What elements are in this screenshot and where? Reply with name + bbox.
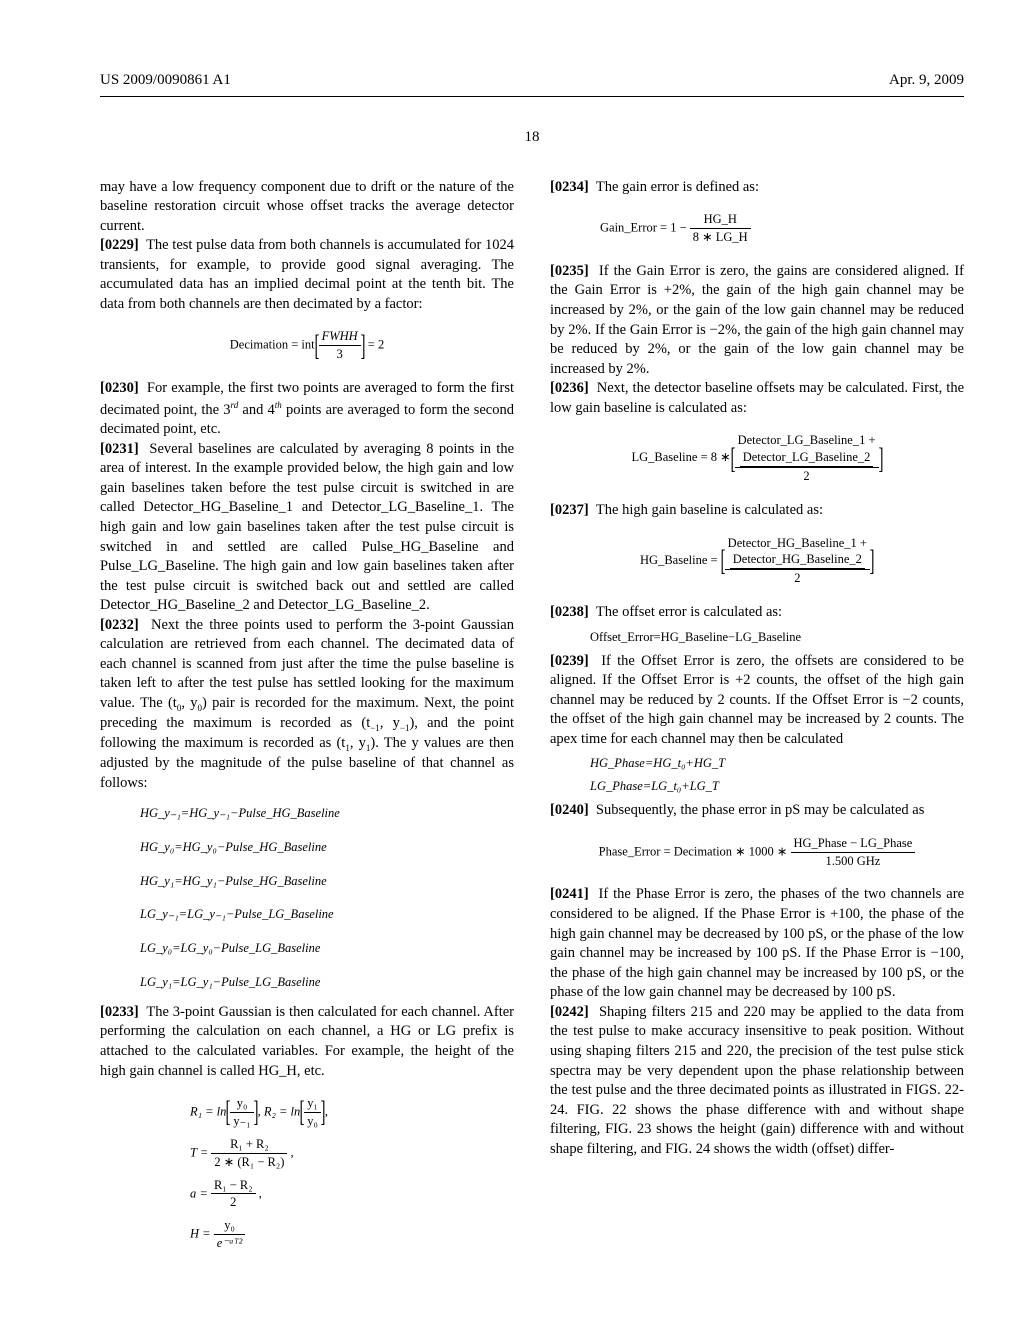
eq-gain: Gain_Error = 1 − HG_H8 ∗ LG_H [550, 211, 964, 246]
para-0229: [0229] The test pulse data from both cha… [100, 236, 514, 314]
page-header: US 2009/0090861 A1 Apr. 9, 2009 [100, 70, 964, 97]
para-0240: [0240] Subsequently, the phase error in … [550, 801, 964, 821]
eq-lgphase: LG_Phase=LG_t₀+LG_T [550, 778, 964, 795]
para-0236: [0236] Next, the detector baseline offse… [550, 379, 964, 418]
para-0232: [0232] Next the three points used to per… [100, 616, 514, 793]
eq-decimation: Decimation = int[FWHH3] = 2 [100, 328, 514, 363]
eq-offset: Offset_Error=HG_Baseline−LG_Baseline [550, 629, 964, 646]
para-0237: [0237] The high gain baseline is calcula… [550, 501, 964, 521]
eq-lgbase: LG_Baseline = 8 ∗[Detector_LG_Baseline_1… [550, 432, 964, 485]
para-0242: [0242] Shaping filters 215 and 220 may b… [550, 1003, 964, 1160]
para-lead: may have a low frequency component due t… [100, 178, 514, 237]
doc-number: US 2009/0090861 A1 [100, 70, 231, 90]
eq-hgphase: HG_Phase=HG_t₀+HG_T [550, 755, 964, 772]
para-0238: [0238] The offset error is calculated as… [550, 603, 964, 623]
body-columns: may have a low frequency component due t… [100, 178, 964, 1253]
para-0231: [0231] Several baselines are calculated … [100, 440, 514, 616]
eq-hgbase: HG_Baseline = [Detector_HG_Baseline_1 +D… [550, 535, 964, 588]
eq-hgy: HG_y₋₁=HG_y₋₁−Pulse_HG_Baseline HG_y₀=HG… [140, 805, 514, 991]
para-0233: [0233] The 3-point Gaussian is then calc… [100, 1003, 514, 1081]
para-0230: [0230] For example, the first two points… [100, 379, 514, 440]
page-number: 18 [100, 127, 964, 147]
para-0241: [0241] If the Phase Error is zero, the p… [550, 885, 964, 1002]
doc-date: Apr. 9, 2009 [889, 70, 964, 90]
eq-phase: Phase_Error = Decimation ∗ 1000 ∗ HG_Pha… [550, 835, 964, 870]
para-0235: [0235] If the Gain Error is zero, the ga… [550, 262, 964, 379]
eq-rtah: R₁ = ln[y₀y₋₁], R₂ = ln[y₁y₀], T = R₁ + … [100, 1095, 514, 1252]
para-0239: [0239] If the Offset Error is zero, the … [550, 652, 964, 750]
para-0234: [0234] The gain error is defined as: [550, 178, 964, 198]
